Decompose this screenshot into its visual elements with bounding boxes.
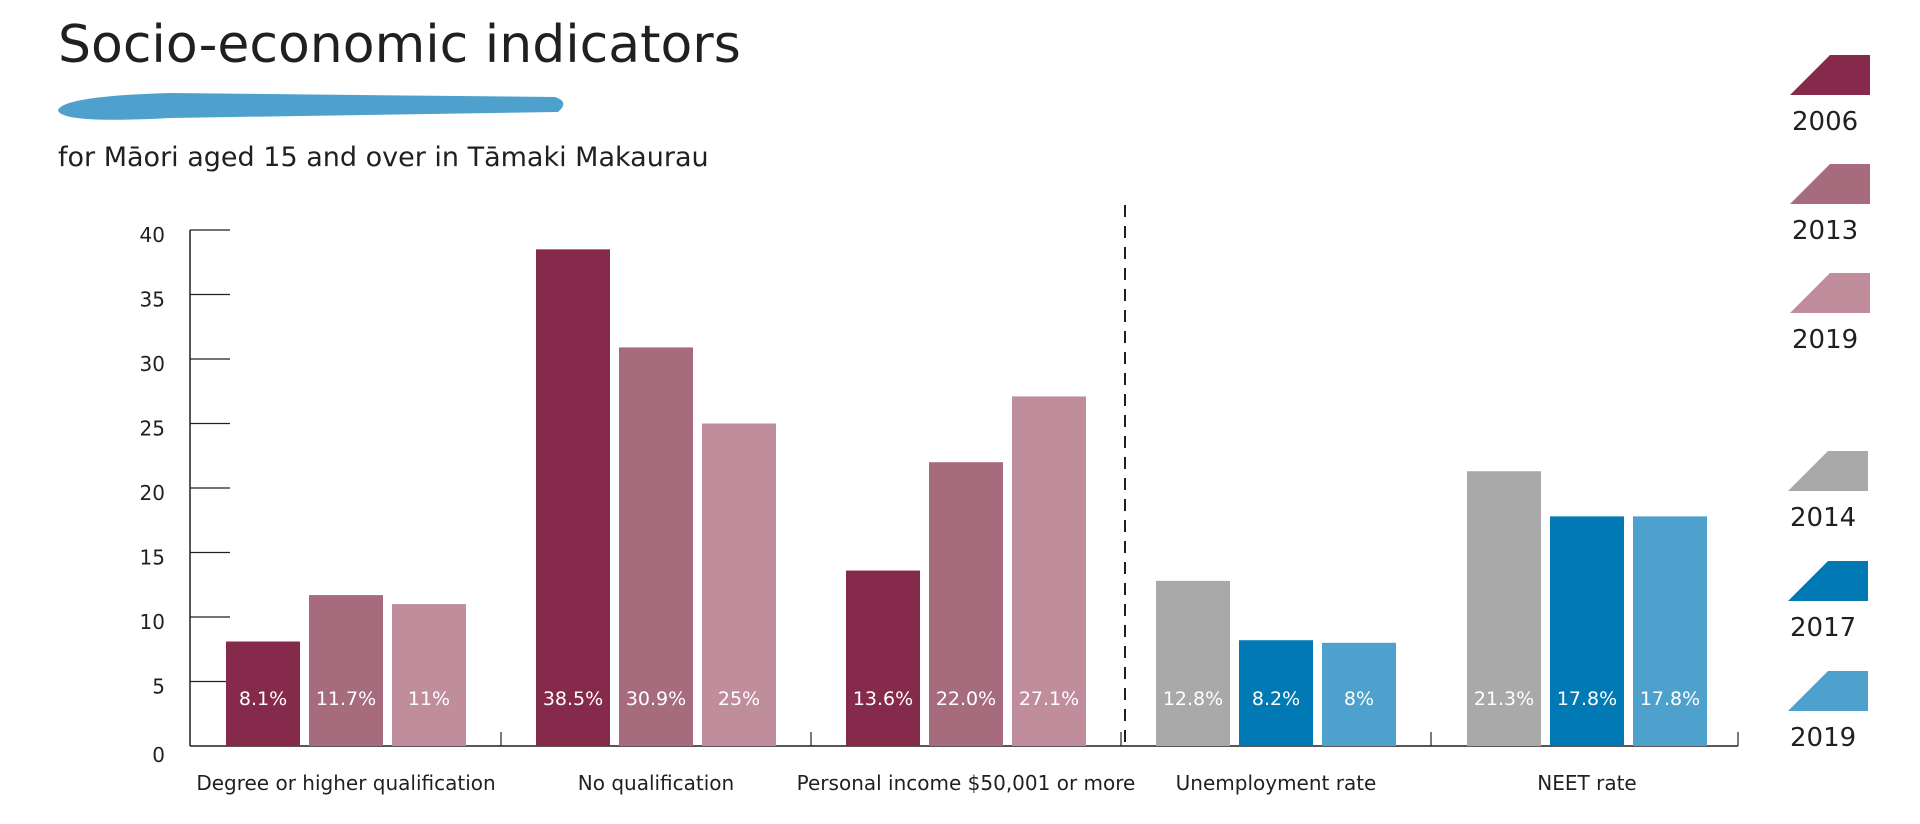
- x-category-label: Unemployment rate: [1176, 771, 1377, 795]
- bar: [1467, 471, 1541, 746]
- y-tick-label: 30: [140, 352, 165, 376]
- legend-swatch: [1790, 164, 1870, 204]
- bar: [1633, 516, 1707, 746]
- bar-data-label: 22.0%: [936, 688, 996, 710]
- y-tick-label: 10: [140, 610, 165, 634]
- legend-label: 2019: [1790, 723, 1856, 753]
- y-tick-label: 5: [152, 675, 165, 699]
- bar-data-label: 17.8%: [1640, 688, 1700, 710]
- x-category-label: NEET rate: [1537, 771, 1636, 795]
- legend-swatch: [1788, 671, 1868, 711]
- bar-data-label: 30.9%: [626, 688, 686, 710]
- bar: [1012, 396, 1086, 746]
- bar-data-label: 21.3%: [1474, 688, 1534, 710]
- legend-label: 2006: [1792, 107, 1858, 137]
- bar: [1550, 516, 1624, 746]
- y-tick-label: 15: [140, 546, 165, 570]
- legend-swatch: [1790, 273, 1870, 313]
- x-category-label: Degree or higher qualification: [196, 771, 495, 795]
- bars: 8.1% 11.7% 11% 38.5% 30.9% 25% 13.6% 22.0% 27.1%…: [226, 249, 1707, 746]
- x-category-label: No qualification: [578, 771, 734, 795]
- bar-data-label: 17.8%: [1557, 688, 1617, 710]
- bar: [1156, 580, 1230, 746]
- bar-data-label: 11%: [408, 688, 450, 710]
- y-tick-label: 35: [140, 288, 165, 312]
- bar-data-label: 13.6%: [853, 688, 913, 710]
- title-underline-brush: [58, 93, 564, 120]
- bar: [536, 249, 610, 746]
- bar: [846, 570, 920, 746]
- bar: [1322, 642, 1396, 746]
- bar: [1239, 640, 1313, 746]
- chart-title: Socio-economic indicators: [58, 15, 741, 75]
- bar: [226, 641, 300, 746]
- bar-data-label: 25%: [718, 688, 760, 710]
- category-labels: Degree or higher qualification No qualifi…: [196, 771, 1636, 795]
- y-tick-label: 25: [140, 417, 165, 441]
- bar-data-label: 11.7%: [316, 688, 376, 710]
- legend-swatch: [1788, 561, 1868, 601]
- bar-data-label: 8.2%: [1252, 688, 1300, 710]
- legend: 2006 2013 2019 2014 2017 2019: [1788, 55, 1870, 753]
- bar-data-label: 12.8%: [1163, 688, 1223, 710]
- bar-data-label: 27.1%: [1019, 688, 1079, 710]
- legend-label: 2014: [1790, 503, 1856, 533]
- legend-swatch: [1788, 451, 1868, 491]
- x-category-label: Personal income $50,001 or more: [797, 771, 1136, 795]
- chart-subtitle: for Māori aged 15 and over in Tāmaki Mak…: [58, 142, 709, 173]
- y-tick-label: 40: [140, 223, 165, 247]
- legend-label: 2013: [1792, 216, 1858, 246]
- legend-label: 2019: [1792, 325, 1858, 355]
- bar: [702, 423, 776, 746]
- bar-data-label: 8%: [1344, 688, 1374, 710]
- y-tick-label: 20: [140, 481, 165, 505]
- bar: [309, 595, 383, 746]
- y-tick-label: 0: [152, 743, 165, 767]
- bar: [619, 347, 693, 746]
- bar: [929, 462, 1003, 746]
- bar: [392, 604, 466, 746]
- legend-swatch: [1790, 55, 1870, 95]
- legend-label: 2017: [1790, 613, 1856, 643]
- bar-data-label: 38.5%: [543, 688, 603, 710]
- bar-data-label: 8.1%: [239, 688, 287, 710]
